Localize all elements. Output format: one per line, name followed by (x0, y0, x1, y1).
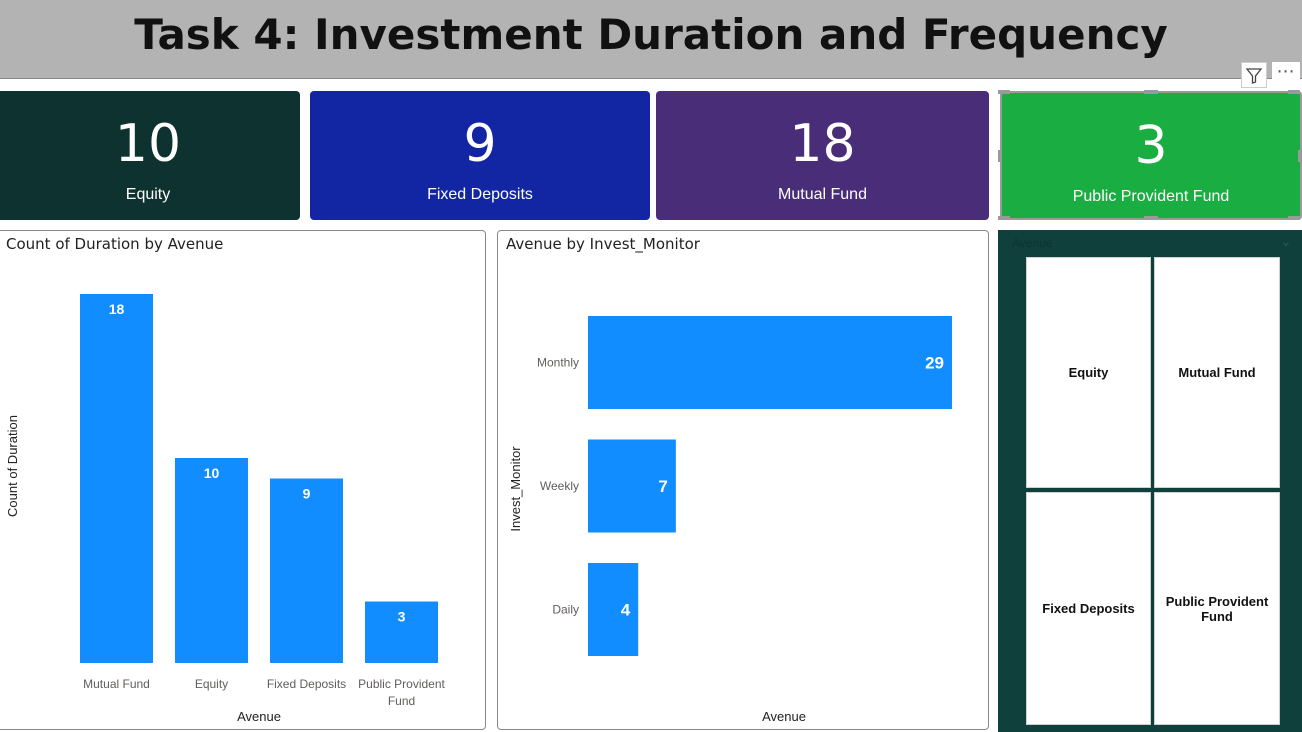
x-axis-label: Avenue (762, 709, 806, 724)
slicer-header: Avenue (1012, 236, 1053, 250)
more-options-icon[interactable]: ⋯ (1272, 62, 1300, 88)
data-label: 4 (621, 601, 631, 620)
page-title: Task 4: Investment Duration and Frequenc… (134, 10, 1168, 59)
bar[interactable] (365, 601, 438, 664)
x-axis-label: Avenue (237, 709, 281, 724)
kpi-card-fixed-deposits: 9 Fixed Deposits (310, 91, 650, 220)
duration-by-avenue-panel: Count of Duration by Avenue 18 Mutual Fun… (0, 230, 486, 730)
data-label: 10 (204, 465, 220, 481)
title-bar (0, 0, 1302, 79)
kpi-card-public-provident-fund[interactable]: 3 Public Provident Fund (1000, 91, 1302, 220)
bar[interactable] (175, 458, 248, 663)
data-label: 9 (303, 486, 311, 502)
kpi-value: 10 (114, 114, 182, 174)
slicer-item-public-provident-fund[interactable]: Public Provident Fund (1154, 492, 1280, 725)
x-tick-label: Mutual Fund (83, 677, 150, 691)
resize-handle[interactable] (998, 90, 1010, 94)
bar[interactable] (588, 439, 676, 533)
filter-icon[interactable] (1241, 62, 1267, 88)
bar[interactable] (80, 294, 153, 663)
avenue-slicer: Avenue ⌄ Equity Mutual Fund Fixed Deposi… (998, 230, 1302, 732)
resize-handle[interactable] (1298, 150, 1302, 162)
resize-handle[interactable] (1288, 216, 1300, 220)
kpi-value: 18 (789, 114, 856, 174)
chart-title: Count of Duration by Avenue (6, 235, 224, 253)
filter-icon-glyph (1245, 68, 1263, 84)
x-tick-label: Fixed Deposits (267, 677, 346, 691)
data-label: 18 (109, 301, 125, 317)
y-tick-label: Monthly (537, 356, 579, 370)
data-label: 3 (398, 609, 406, 625)
x-tick-label: Fund (388, 694, 415, 708)
bar[interactable] (588, 563, 639, 656)
y-tick-label: Daily (552, 603, 579, 617)
kpi-label: Equity (125, 186, 171, 203)
x-tick-label: Public Provident (358, 677, 445, 691)
bar[interactable] (588, 316, 952, 409)
kpi-label: Mutual Fund (778, 186, 867, 203)
slicer-item-fixed-deposits[interactable]: Fixed Deposits (1026, 492, 1151, 725)
y-axis-label: Count of Duration (5, 415, 20, 517)
x-tick-label: Equity (195, 677, 228, 691)
data-label: 7 (658, 477, 667, 496)
y-axis-label: Invest_Monitor (508, 446, 523, 532)
kpi-label: Fixed Deposits (427, 186, 533, 203)
resize-handle[interactable] (998, 216, 1010, 220)
resize-handle[interactable] (1144, 216, 1158, 220)
column-chart: 18 Mutual Fund 10 Equity 9 Fixed Deposits 3 Pub… (5, 294, 446, 724)
bar[interactable] (270, 478, 343, 664)
slicer-item-equity[interactable]: Equity (1026, 257, 1151, 488)
y-tick-label: Weekly (540, 479, 579, 493)
kpi-card-mutual-fund: 18 Mutual Fund (656, 91, 989, 220)
kpi-card-equity: 10 Equity (0, 91, 300, 220)
resize-handle[interactable] (1288, 90, 1300, 94)
avenue-by-invest-monitor-panel: Avenue by Invest_Monitor 29 Monthly 7 Weekl… (497, 230, 989, 730)
chart-title: Avenue by Invest_Monitor (506, 235, 700, 253)
resize-handle[interactable] (998, 150, 1002, 162)
chevron-down-icon[interactable]: ⌄ (1280, 234, 1292, 250)
bar-chart: 29 Monthly 7 Weekly 4 Daily Avenue Invest_Monit… (508, 316, 952, 724)
kpi-value: 3 (1134, 116, 1168, 176)
kpi-value: 9 (463, 114, 497, 174)
slicer-item-mutual-fund[interactable]: Mutual Fund (1154, 257, 1280, 488)
resize-handle[interactable] (1144, 90, 1158, 94)
data-label: 29 (925, 354, 944, 373)
kpi-label: Public Provident Fund (1072, 188, 1230, 205)
